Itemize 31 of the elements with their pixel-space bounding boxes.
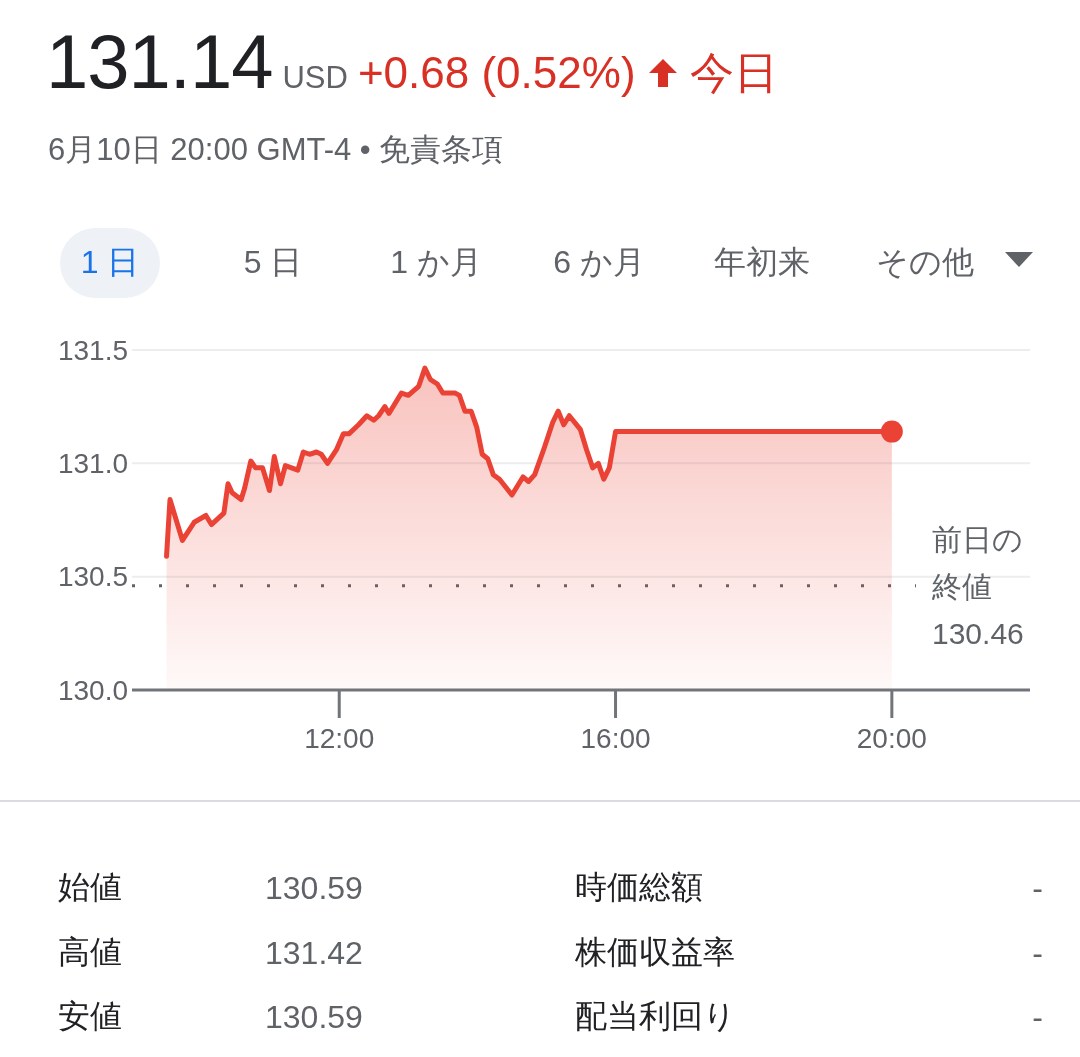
- text: 配当利回り: [575, 997, 736, 1036]
- text: 1 か月: [389, 243, 483, 282]
- text: 131.14: [46, 18, 273, 105]
- text: 株価収益率: [575, 932, 735, 972]
- text: 130.59: [265, 869, 363, 907]
- text: -: [1032, 869, 1043, 907]
- text: 今日: [689, 47, 778, 99]
- text: 131.42: [265, 934, 363, 971]
- text: -: [1032, 934, 1043, 971]
- text: 130.59: [265, 998, 363, 1036]
- text: 高値: [58, 932, 122, 972]
- text: 始値: [58, 868, 122, 907]
- y-tick-label: 130.0: [57, 674, 128, 706]
- text: 6月10日 20:00 GMT-4 • 免責条項: [48, 131, 504, 169]
- ref-line-label: 前日の終値 130.46: [932, 521, 1025, 652]
- text: 5 日: [242, 243, 304, 282]
- text: 安値: [58, 997, 122, 1036]
- text: 6 か月: [552, 243, 646, 282]
- text: 1 日: [79, 243, 141, 282]
- text: その他: [875, 243, 975, 282]
- text: USD: [282, 60, 348, 96]
- y-tick-label: 130.5: [57, 561, 128, 593]
- text: -: [1032, 998, 1043, 1036]
- y-tick-label: 131.0: [57, 447, 128, 479]
- x-tick-label: 12:00: [304, 722, 375, 754]
- x-tick-label: 16:00: [580, 722, 651, 754]
- y-tick-label: 131.5: [57, 334, 128, 366]
- text: +0.68 (0.52%): [357, 48, 636, 98]
- text: 年初来: [713, 243, 811, 282]
- text: 時価総額: [575, 868, 703, 907]
- x-tick-label: 20:00: [856, 722, 927, 754]
